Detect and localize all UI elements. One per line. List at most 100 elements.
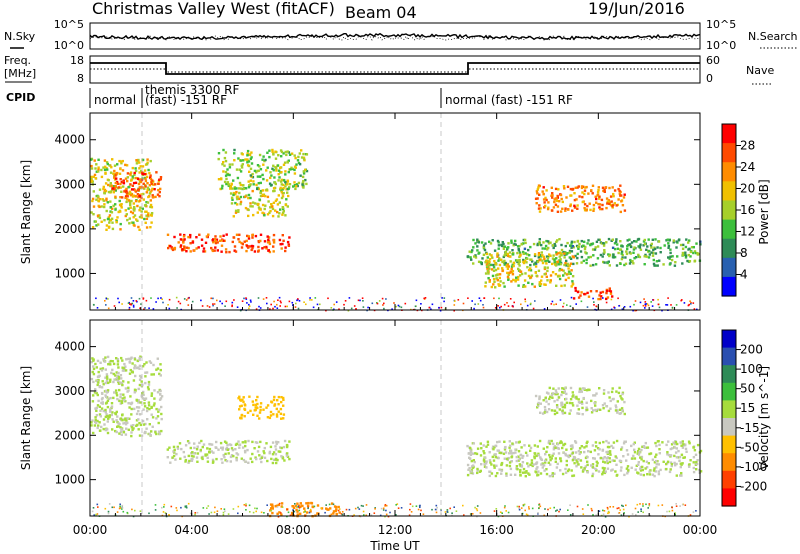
x-tick-label: 04:00 <box>174 523 209 537</box>
power-colorbar: 28 24 20 16 12 8 4 <box>721 123 755 297</box>
heatmap-region <box>237 395 286 420</box>
nave-trace <box>90 68 700 73</box>
velocity-colorbar: 200 100 50 15 -15 -50 -100 -200 <box>721 329 767 507</box>
nsky-tick-bottom: 10^0 <box>54 39 84 52</box>
colorbar-swatch <box>722 365 736 384</box>
colorbar-swatch <box>722 257 736 278</box>
y-tick-label: 1000 <box>54 473 85 487</box>
nsearch-label: N.Search <box>748 30 798 43</box>
nave-label: Nave <box>746 64 774 77</box>
velocity-heatmap <box>90 355 703 518</box>
colorbar-swatch <box>722 276 736 297</box>
colorbar-tick-label: 12 <box>740 225 755 239</box>
colorbar-swatch <box>722 124 736 144</box>
y-tick-label: 2000 <box>54 222 85 236</box>
nsearch-tick-top: 10^5 <box>706 18 736 31</box>
colorbar-swatch <box>722 453 736 472</box>
cpid-segment-normal-fast: normal (fast) -151 RF <box>445 93 573 107</box>
freq-label: Freq. <box>4 54 31 67</box>
x-axis-label: Time UT <box>369 539 420 553</box>
x-tick-label: 00:00 <box>683 523 718 537</box>
colorbar-tick-label: -50 <box>740 440 760 454</box>
velocity-colorbar-label: Velocity [m s^-1] <box>757 366 771 470</box>
colorbar-tick-label: 50 <box>740 382 755 396</box>
x-tick-label: 12:00 <box>378 523 413 537</box>
colorbar-tick-label: 24 <box>740 160 755 174</box>
date-label: 19/Jun/2016 <box>588 0 685 18</box>
cpid-segment-normal: normal <box>94 93 136 107</box>
nave-tick-top: 60 <box>706 54 720 67</box>
power-colorbar-label: Power [dB] <box>757 179 771 244</box>
colorbar-swatch <box>722 488 736 507</box>
colorbar-tick-label: -100 <box>740 460 767 474</box>
plot-title: Christmas Valley West (fitACF) <box>92 0 335 18</box>
colorbar-swatch <box>722 418 736 437</box>
colorbar-tick-label: 4 <box>740 268 748 282</box>
colorbar-tick-label: -200 <box>740 479 767 493</box>
power-heatmap <box>90 148 702 312</box>
heatmap-region <box>110 171 163 200</box>
freq-trace <box>90 62 700 75</box>
heatmap-region <box>166 233 291 254</box>
y-tick-label: 4000 <box>54 133 85 147</box>
x-tick-label: 08:00 <box>276 523 311 537</box>
colorbar-swatch <box>722 330 736 349</box>
nsearch-tick-bottom: 10^0 <box>706 39 736 52</box>
cpid-segment-fast: (fast) -151 RF <box>145 93 227 107</box>
power-panel: 1000 2000 3000 4000 Slant Range [km] <box>19 112 702 312</box>
freq-tick-bottom: 8 <box>77 72 84 85</box>
colorbar-swatch <box>722 470 736 489</box>
y-tick-label: 1000 <box>54 266 85 280</box>
colorbar-tick-label: 28 <box>740 139 755 153</box>
colorbar-swatch <box>722 400 736 419</box>
colorbar-swatch <box>722 143 736 163</box>
y-tick-label: 3000 <box>54 177 85 191</box>
velocity-ylabel: Slant Range [km] <box>19 366 33 470</box>
freq-tick-top: 18 <box>70 54 84 67</box>
heatmap-region <box>484 251 576 289</box>
x-tick-0: 00:00 <box>73 523 108 537</box>
freq-unit-label: [MHz] <box>4 67 36 80</box>
x-tick-label: 16:00 <box>479 523 514 537</box>
heatmap-region <box>466 237 702 267</box>
colorbar-tick-label: 15 <box>740 401 755 415</box>
nsky-trace <box>89 32 701 41</box>
colorbar-swatch <box>722 435 736 454</box>
heatmap-region <box>229 189 290 218</box>
heatmap-region <box>534 386 626 416</box>
heatmap-region <box>217 148 309 191</box>
colorbar-swatch <box>722 382 736 401</box>
heatmap-region <box>166 439 291 465</box>
heatmap-region <box>534 184 627 214</box>
heatmap-region <box>90 355 164 438</box>
y-tick-label: 3000 <box>54 384 85 398</box>
heatmap-region <box>572 286 614 301</box>
colorbar-swatch <box>722 347 736 366</box>
nsky-label: N.Sky <box>4 30 36 43</box>
nave-tick-bottom: 0 <box>706 72 713 85</box>
velocity-panel: 1000 2000 3000 4000 Slant Range [km] <box>19 319 703 518</box>
colorbar-swatch <box>722 162 736 182</box>
freq-strip-frame <box>89 55 701 84</box>
colorbar-tick-label: 20 <box>740 182 755 196</box>
colorbar-swatch <box>722 181 736 201</box>
colorbar-swatch <box>722 200 736 221</box>
colorbar-tick-label: 8 <box>740 246 748 260</box>
colorbar-tick-label: 200 <box>740 343 763 357</box>
y-tick-label: 4000 <box>54 340 85 354</box>
x-tick-label: 20:00 <box>581 523 616 537</box>
heatmap-noise <box>92 296 698 312</box>
colorbar-swatch <box>722 238 736 259</box>
beam-label: Beam 04 <box>345 3 417 22</box>
nsearch-trace <box>89 35 701 41</box>
colorbar-tick-label: 100 <box>740 362 763 376</box>
colorbar-tick-label: -15 <box>740 421 760 435</box>
colorbar-swatch <box>722 219 736 240</box>
cpid-segment-themis: themis 3300 RF <box>145 83 239 97</box>
cpid-label: CPID <box>6 91 35 104</box>
y-tick-label: 2000 <box>54 428 85 442</box>
nsky-tick-top: 10^5 <box>54 18 84 31</box>
colorbar-tick-label: 16 <box>740 203 755 217</box>
